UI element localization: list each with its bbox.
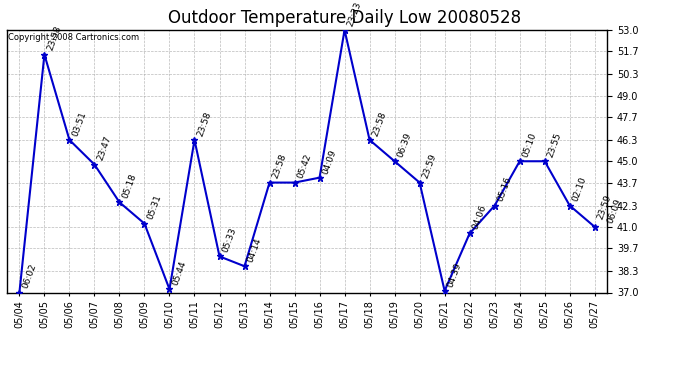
Text: 23:47: 23:47 — [96, 135, 113, 162]
Text: 05:16: 05:16 — [496, 176, 513, 203]
Text: 02:10: 02:10 — [571, 176, 588, 203]
Text: 23:58: 23:58 — [46, 25, 63, 52]
Text: 06:39: 06:39 — [396, 131, 413, 159]
Text: 23:59: 23:59 — [421, 153, 438, 180]
Text: 06:02: 06:02 — [21, 263, 38, 290]
Text: Copyright 2008 Cartronics.com: Copyright 2008 Cartronics.com — [8, 33, 139, 42]
Text: 05:31: 05:31 — [146, 194, 163, 221]
Text: 05:42: 05:42 — [296, 153, 313, 180]
Text: 05:33: 05:33 — [221, 226, 238, 254]
Text: 04:39: 04:39 — [446, 261, 463, 288]
Text: 23:58: 23:58 — [270, 153, 288, 180]
Text: 03:51: 03:51 — [70, 110, 88, 138]
Text: 05:18: 05:18 — [121, 172, 138, 200]
Text: 04:06: 04:06 — [471, 204, 488, 231]
Text: 05:10: 05:10 — [521, 131, 538, 159]
Text: 23:23: 23:23 — [346, 0, 363, 27]
Text: 04:14: 04:14 — [246, 237, 263, 264]
Text: Outdoor Temperature Daily Low 20080528: Outdoor Temperature Daily Low 20080528 — [168, 9, 522, 27]
Text: 05:44: 05:44 — [170, 260, 188, 287]
Text: 23:58: 23:58 — [371, 110, 388, 138]
Text: 04:09: 04:09 — [321, 148, 338, 175]
Text: 23:55: 23:55 — [546, 132, 563, 159]
Text: 23:59
06:09: 23:59 06:09 — [596, 194, 623, 224]
Text: 23:58: 23:58 — [196, 110, 213, 138]
